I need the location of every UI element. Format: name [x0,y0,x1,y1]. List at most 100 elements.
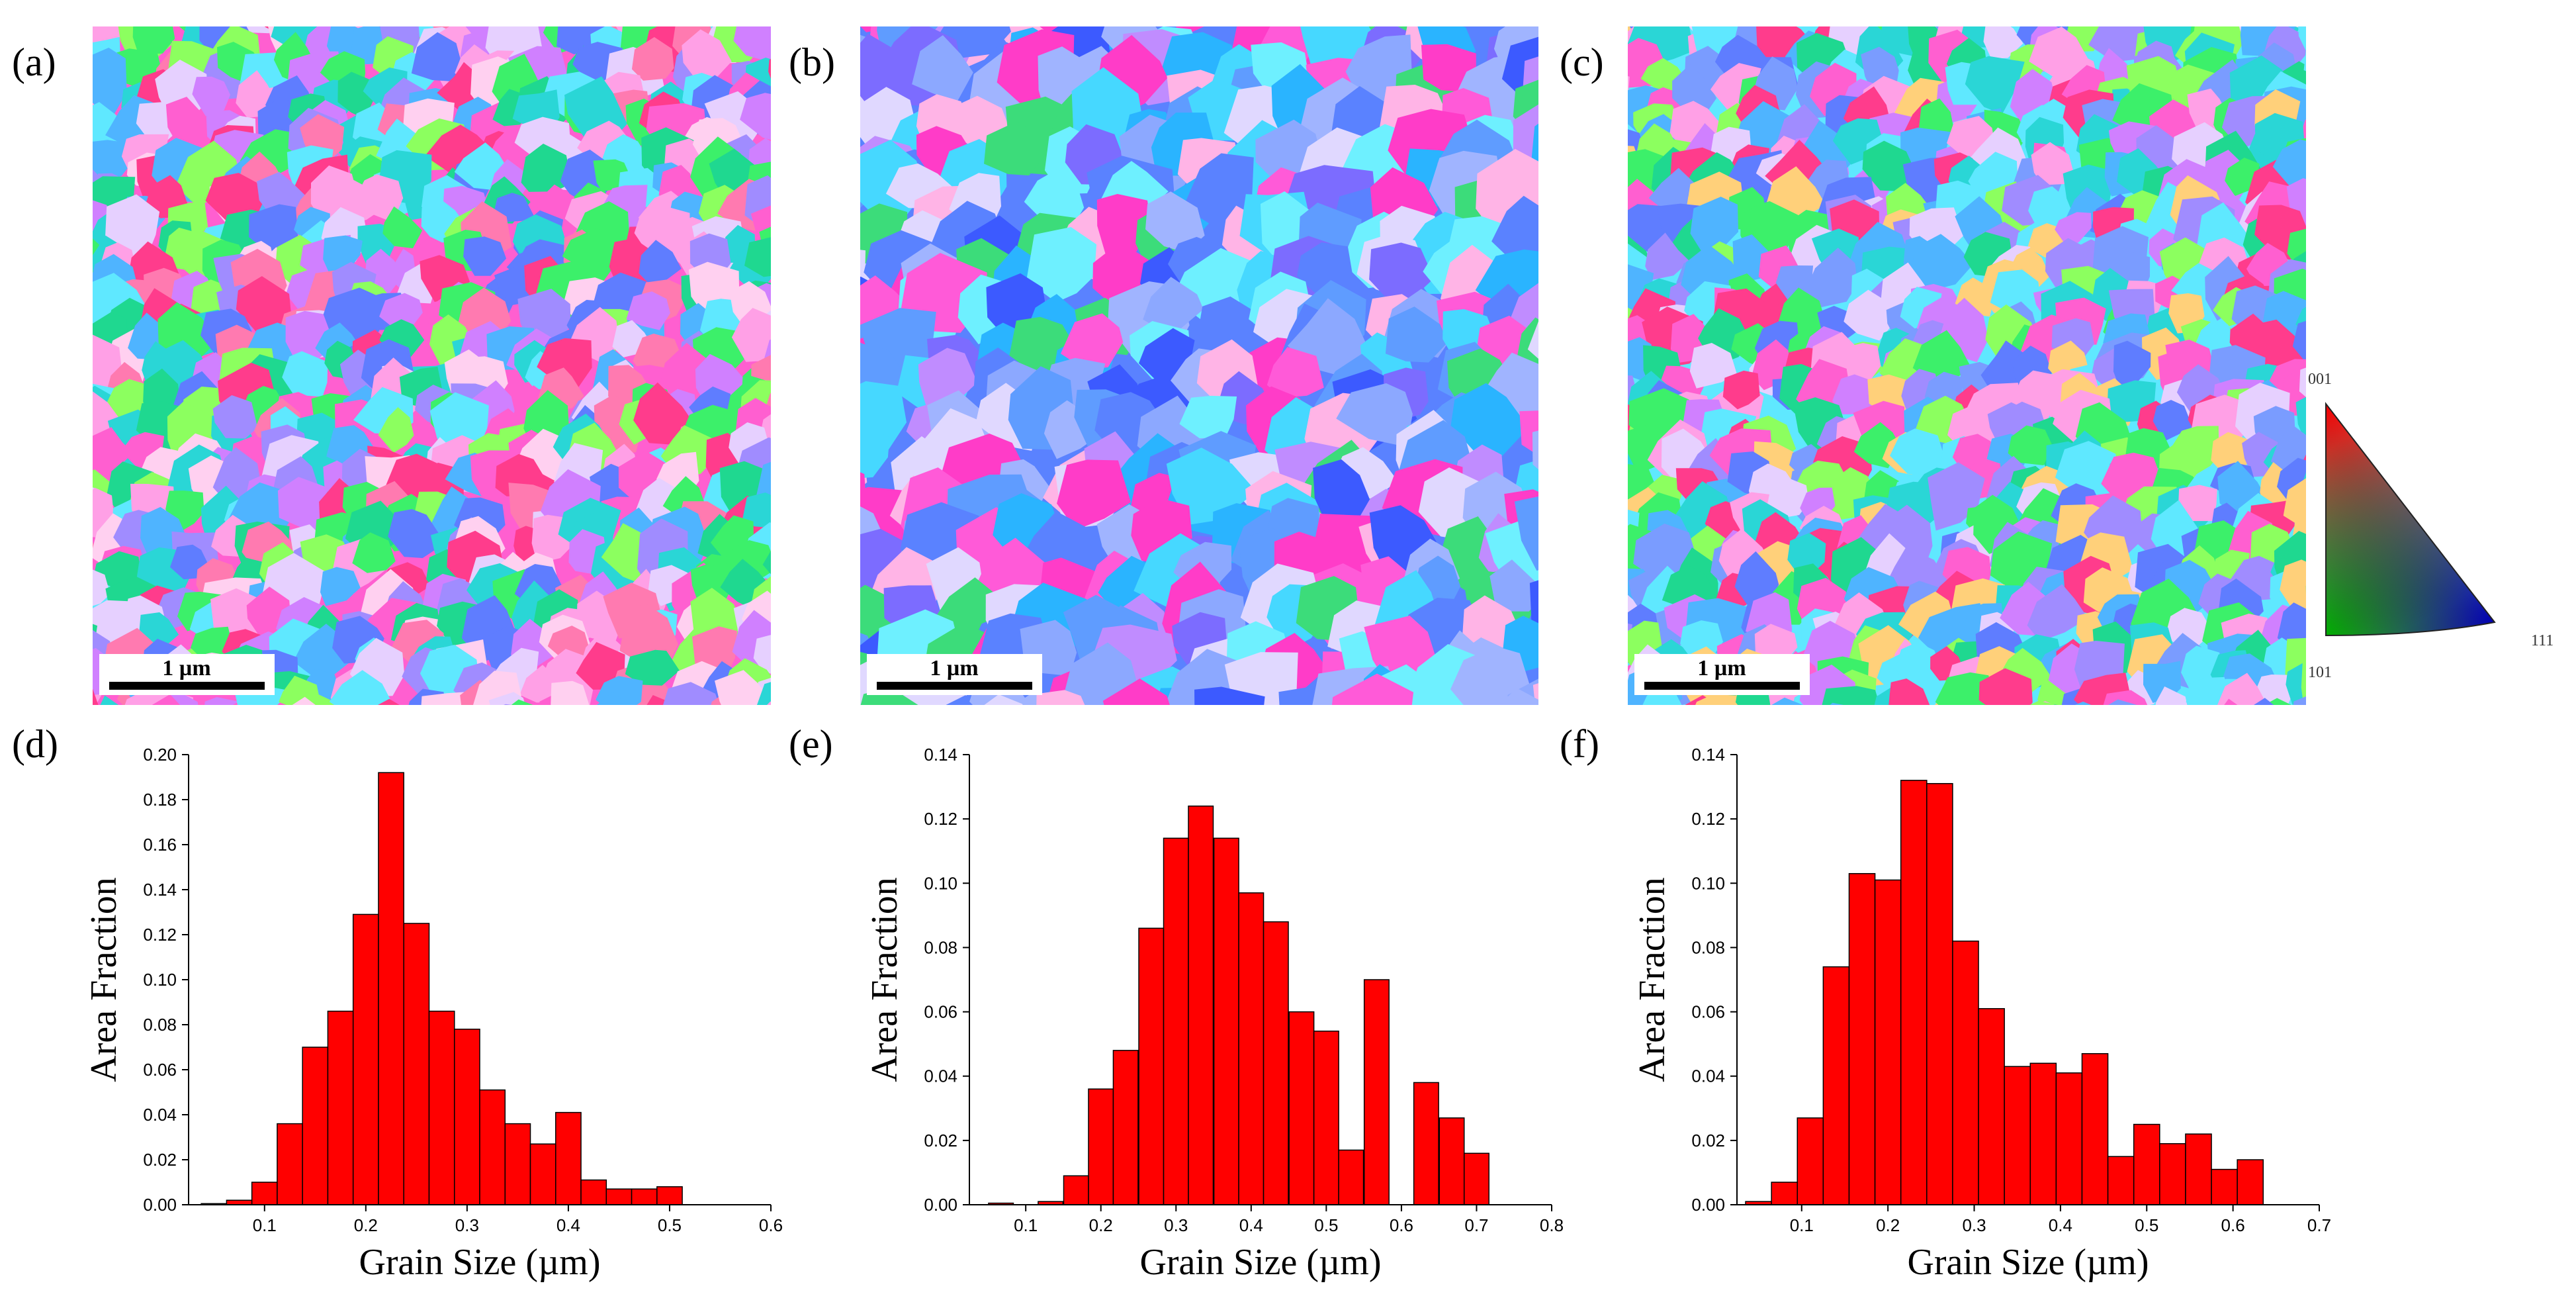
y-tick-label: 0.12 [1691,809,1725,829]
grain [2055,212,2092,245]
panel-label-e: (e) [789,722,833,766]
grain [2108,699,2137,705]
grain [277,477,330,532]
grain [2292,320,2306,361]
bar-0.367 [1213,837,1239,1205]
bar-0.667 [1439,1117,1465,1205]
grain [1527,321,1538,359]
grain [1689,343,1737,389]
bar-0.3 [453,1029,480,1205]
grain [2254,675,2293,705]
bar-0.2 [1088,1088,1114,1205]
grain [329,670,391,705]
grain [2280,559,2306,614]
grain [93,48,127,115]
grain [2029,700,2055,705]
grain [494,193,535,222]
grain [1336,383,1413,447]
bar-0.53 [2159,1143,2186,1205]
grain [1313,459,1372,526]
bar-0.5 [656,1186,683,1205]
grain [2103,690,2148,705]
bar-0.25 [403,923,430,1205]
bar-0.14 [1822,966,1850,1205]
y-tick-label: 0.18 [143,790,177,810]
y-tick-label: 0.02 [143,1150,177,1170]
grain [1194,686,1265,705]
scale-bar [109,682,265,690]
grain [1266,347,1324,398]
grain [2178,485,2217,522]
bar-0.23 [1900,780,1928,1205]
grain [860,424,890,479]
x-axis-title: Grain Size (µm) [1907,1242,2149,1283]
ipf-label-001: 001 [2308,371,2332,388]
grain [762,551,771,575]
bar-0.333 [1188,805,1214,1205]
y-tick-label: 0.02 [1691,1131,1725,1150]
grain [1695,694,1740,705]
grain [2298,26,2306,52]
grain [1514,496,1538,571]
bar-0.533 [1338,1149,1364,1205]
orientation-map-b: 1 µm [860,26,1538,705]
bar-0.433 [1263,921,1289,1205]
grain [715,670,768,705]
y-tick-label: 0.00 [143,1195,177,1215]
grain [2272,139,2306,194]
bar-0.125 [277,1123,303,1205]
grain [1830,702,1844,705]
x-tick-label: 0.5 [658,1215,682,1235]
x-tick-label: 0.1 [1014,1215,1038,1235]
bar-0.38 [2029,1062,2057,1205]
x-tick-label: 0.4 [2049,1215,2072,1235]
y-tick-label: 0.00 [1691,1195,1725,1215]
grain [1369,242,1434,301]
bar-0.4 [1238,892,1265,1205]
y-tick-label: 0.06 [924,1002,957,1022]
bar-0.47 [2107,1156,2135,1205]
panel-label-a: (a) [12,40,56,84]
bar-0.2 [1874,879,1902,1205]
grain [1752,339,1792,391]
y-tick-label: 0.16 [143,835,177,855]
bar-0.45 [605,1188,633,1205]
grain [625,649,680,686]
grain [1179,395,1237,439]
bar-0.35 [504,1123,531,1205]
grain [212,395,258,439]
grain [388,509,445,559]
grain [1102,678,1170,705]
x-tick-label: 0.6 [1390,1215,1413,1235]
grain [626,291,670,330]
grain [1024,169,1085,225]
grain [984,694,1023,705]
y-tick-label: 0.06 [1691,1002,1725,1022]
bar-0.633 [1413,1082,1439,1205]
grain [2211,432,2251,474]
grain [1491,195,1538,261]
grain [277,702,287,705]
grain [1526,365,1538,402]
grain [733,26,771,62]
y-tick-label: 0.12 [924,809,957,829]
ipf-label-111: 111 [2531,632,2554,649]
bar-0.59 [2211,1168,2238,1205]
grain [1036,690,1085,705]
grain [411,32,463,82]
grain [1787,533,1826,575]
y-tick-label: 0.10 [143,970,177,990]
scale-bar-label: 1 µm [930,656,978,680]
grain [1690,197,1738,257]
y-tick-label: 0.08 [924,937,957,957]
grain [325,704,326,705]
grain [753,635,771,674]
grain [2299,367,2306,397]
grain [2293,696,2306,705]
y-tick-label: 0.12 [143,925,177,945]
grain [768,58,771,79]
grain [1767,479,1809,519]
x-tick-label: 0.3 [1164,1215,1188,1235]
bar-0.11 [1797,1117,1824,1205]
x-tick-label: 0.6 [759,1215,783,1235]
